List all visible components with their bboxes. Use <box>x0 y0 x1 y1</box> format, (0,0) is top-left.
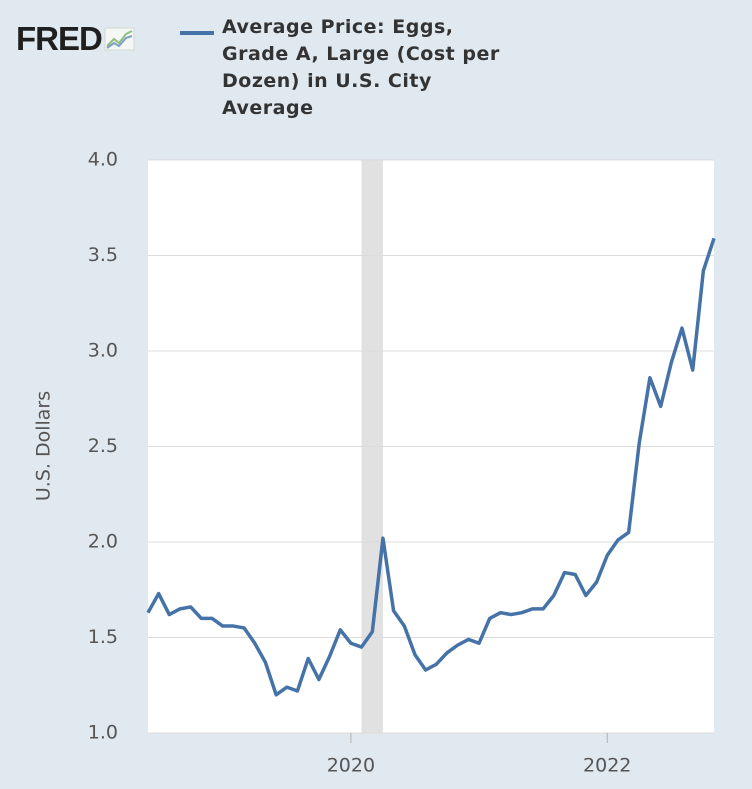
y-tick-label: 4.0 <box>88 149 118 171</box>
logo-text: FRED <box>16 20 103 57</box>
y-tick-label: 3.5 <box>88 244 118 266</box>
x-tick-label: 2020 <box>327 755 375 777</box>
logo-icon <box>104 27 135 51</box>
y-tick-label: 2.5 <box>88 435 118 457</box>
legend-entry: Average Price: Eggs, Grade A, Large (Cos… <box>222 16 500 119</box>
y-tick-label: 2.0 <box>88 531 118 553</box>
logo: FRED <box>16 20 136 58</box>
y-tick-label: 1.0 <box>88 722 118 744</box>
y-axis-label: U.S. Dollars <box>33 391 55 501</box>
y-tick-label: 1.5 <box>88 626 118 648</box>
recession-shade <box>361 160 383 733</box>
plot-area <box>148 160 714 733</box>
y-tick-label: 3.0 <box>88 340 118 362</box>
x-tick-label: 2022 <box>583 755 631 777</box>
data-line <box>146 237 716 697</box>
legend-swatch <box>180 31 214 35</box>
